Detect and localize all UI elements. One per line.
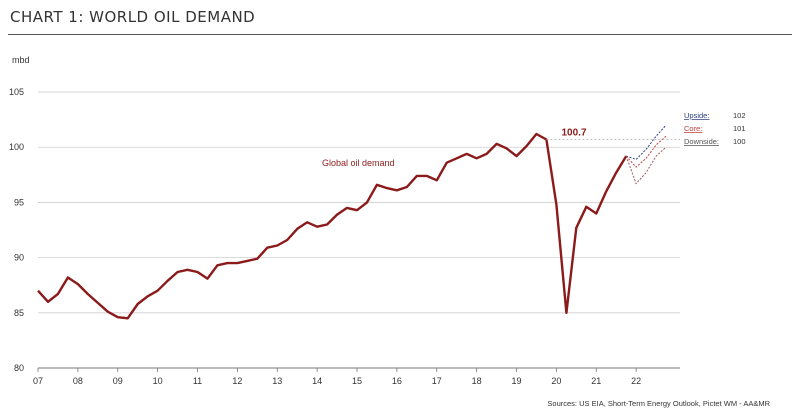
series-line-global-oil-demand xyxy=(37,132,628,320)
x-tick-label-2009: 09 xyxy=(113,376,123,386)
y-tick-label-80: 80 xyxy=(14,363,24,373)
y-tick-label-100: 100 xyxy=(9,142,24,152)
series-label-global-oil-demand: Global oil demand xyxy=(322,158,395,168)
y-tick-label-105: 105 xyxy=(9,87,24,97)
x-tick-label-2021: 21 xyxy=(591,376,601,386)
peak-value-label: 100.7 xyxy=(561,128,586,139)
source-note: Sources: US EIA, Short-Term Energy Outlo… xyxy=(547,399,770,408)
y-axis-label: mbd xyxy=(12,55,30,65)
x-tick-label-2011: 11 xyxy=(193,376,202,386)
series-line-core xyxy=(625,135,667,168)
x-tick-label-2012: 12 xyxy=(232,376,242,386)
chart-title: CHART 1: WORLD OIL DEMAND xyxy=(10,8,256,26)
title-rule xyxy=(8,34,792,35)
x-tick-label-2020: 20 xyxy=(551,376,561,386)
scenario-label-core: Core: xyxy=(684,124,702,133)
scenario-value-core: 101 xyxy=(733,124,746,133)
series-line-upside xyxy=(626,124,667,160)
x-tick-label-2013: 13 xyxy=(272,376,282,386)
x-tick-label-2015: 15 xyxy=(352,376,362,386)
x-tick-label-2017: 17 xyxy=(432,376,442,386)
x-tick-label-2010: 10 xyxy=(153,376,163,386)
x-tick-label-2022: 22 xyxy=(631,376,641,386)
scenario-label-upside: Upside: xyxy=(684,111,709,120)
x-tick-label-2007: 07 xyxy=(33,376,43,386)
scenario-label-downside: Downside: xyxy=(684,137,719,146)
y-tick-label-85: 85 xyxy=(14,308,24,318)
scenario-value-upside: 102 xyxy=(733,111,746,120)
x-tick-label-2014: 14 xyxy=(312,376,322,386)
series-line-downside xyxy=(625,146,667,185)
x-tick-label-2008: 08 xyxy=(73,376,83,386)
x-tick-label-2018: 18 xyxy=(472,376,482,386)
y-tick-label-95: 95 xyxy=(14,197,24,207)
x-tick-label-2016: 16 xyxy=(392,376,402,386)
x-tick-label-2019: 19 xyxy=(512,376,522,386)
y-tick-label-90: 90 xyxy=(14,253,24,263)
scenario-value-downside: 100 xyxy=(733,137,746,146)
